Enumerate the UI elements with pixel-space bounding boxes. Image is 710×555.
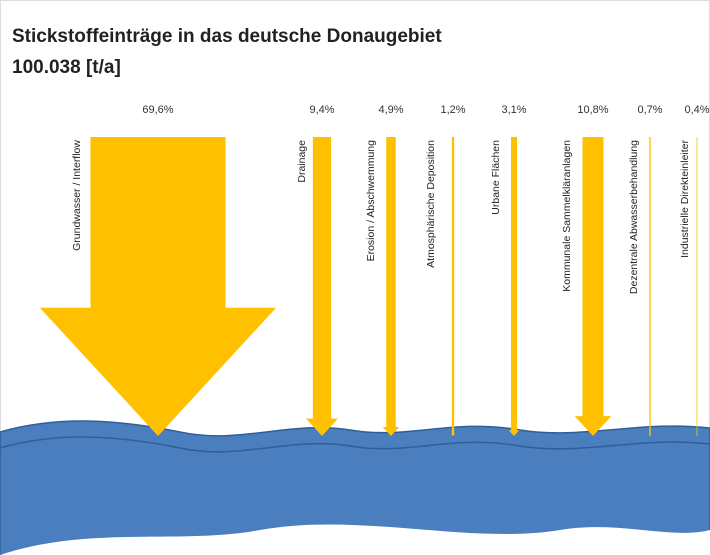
category-label: Industrielle Direkteinleiter	[679, 140, 691, 258]
arrow	[450, 137, 456, 436]
river-edge	[0, 524, 710, 555]
arrow	[382, 137, 400, 436]
subtitle: 100.038 [t/a]	[12, 57, 121, 78]
value-label: 4,9%	[378, 104, 403, 116]
value-label: 0,7%	[637, 104, 662, 116]
category-label: Grundwasser / Interflow	[71, 140, 83, 251]
value-label: 3,1%	[501, 104, 526, 116]
arrow	[696, 137, 698, 436]
category-label: Atmosphärische Deposition	[425, 140, 437, 268]
value-label: 69,6%	[142, 104, 173, 116]
value-label: 9,4%	[309, 104, 334, 116]
value-label: 10,8%	[577, 104, 608, 116]
category-label: Dezentrale Abwasserbehandlung	[628, 140, 640, 294]
river	[0, 420, 710, 555]
category-label: Urbane Flächen	[490, 140, 502, 215]
arrow	[648, 137, 652, 436]
category-label: Kommunale Sammelkläranlagen	[561, 140, 573, 292]
arrow	[574, 137, 612, 436]
value-label: 1,2%	[440, 104, 465, 116]
value-label: 0,4%	[684, 104, 709, 116]
arrow	[39, 137, 277, 436]
title: Stickstoffeinträge in das deutsche Donau…	[12, 26, 442, 47]
arrow	[306, 137, 338, 436]
category-label: Drainage	[296, 140, 308, 183]
category-label: Erosion / Abschwemmung	[365, 140, 377, 262]
arrow	[508, 137, 520, 436]
river-line	[0, 436, 710, 453]
